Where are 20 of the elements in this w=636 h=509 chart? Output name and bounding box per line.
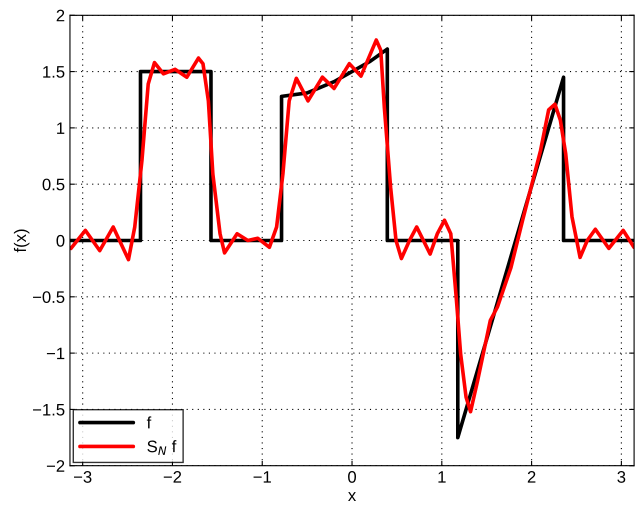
x-tick-label: 2: [528, 471, 536, 483]
legend-label: S$_{N}$ f: [147, 440, 176, 455]
y-axis-title: f(x): [14, 230, 30, 252]
y-tick-label: 2: [56, 10, 64, 22]
x-axis-title: x: [348, 492, 356, 501]
y-tick-label: −1: [46, 348, 64, 360]
legend-label: f: [146, 416, 152, 428]
x-tick-label: −3: [74, 471, 92, 483]
y-tick-label: −2: [46, 460, 64, 472]
x-tick-label: 3: [617, 471, 626, 483]
y-tick-label: 0: [56, 234, 64, 247]
x-tick-label: 1: [438, 471, 446, 483]
x-tick-label: −2: [164, 471, 182, 483]
x-tick-label: −1: [254, 471, 271, 483]
y-tick-label: 1: [57, 122, 64, 134]
y-tick-label: 0.5: [42, 178, 64, 190]
y-tick-label: −1.5: [33, 404, 64, 416]
y-tick-label: −0.5: [33, 291, 64, 304]
y-tick-label: 1.5: [43, 66, 64, 78]
x-tick-label: 0: [348, 471, 356, 483]
